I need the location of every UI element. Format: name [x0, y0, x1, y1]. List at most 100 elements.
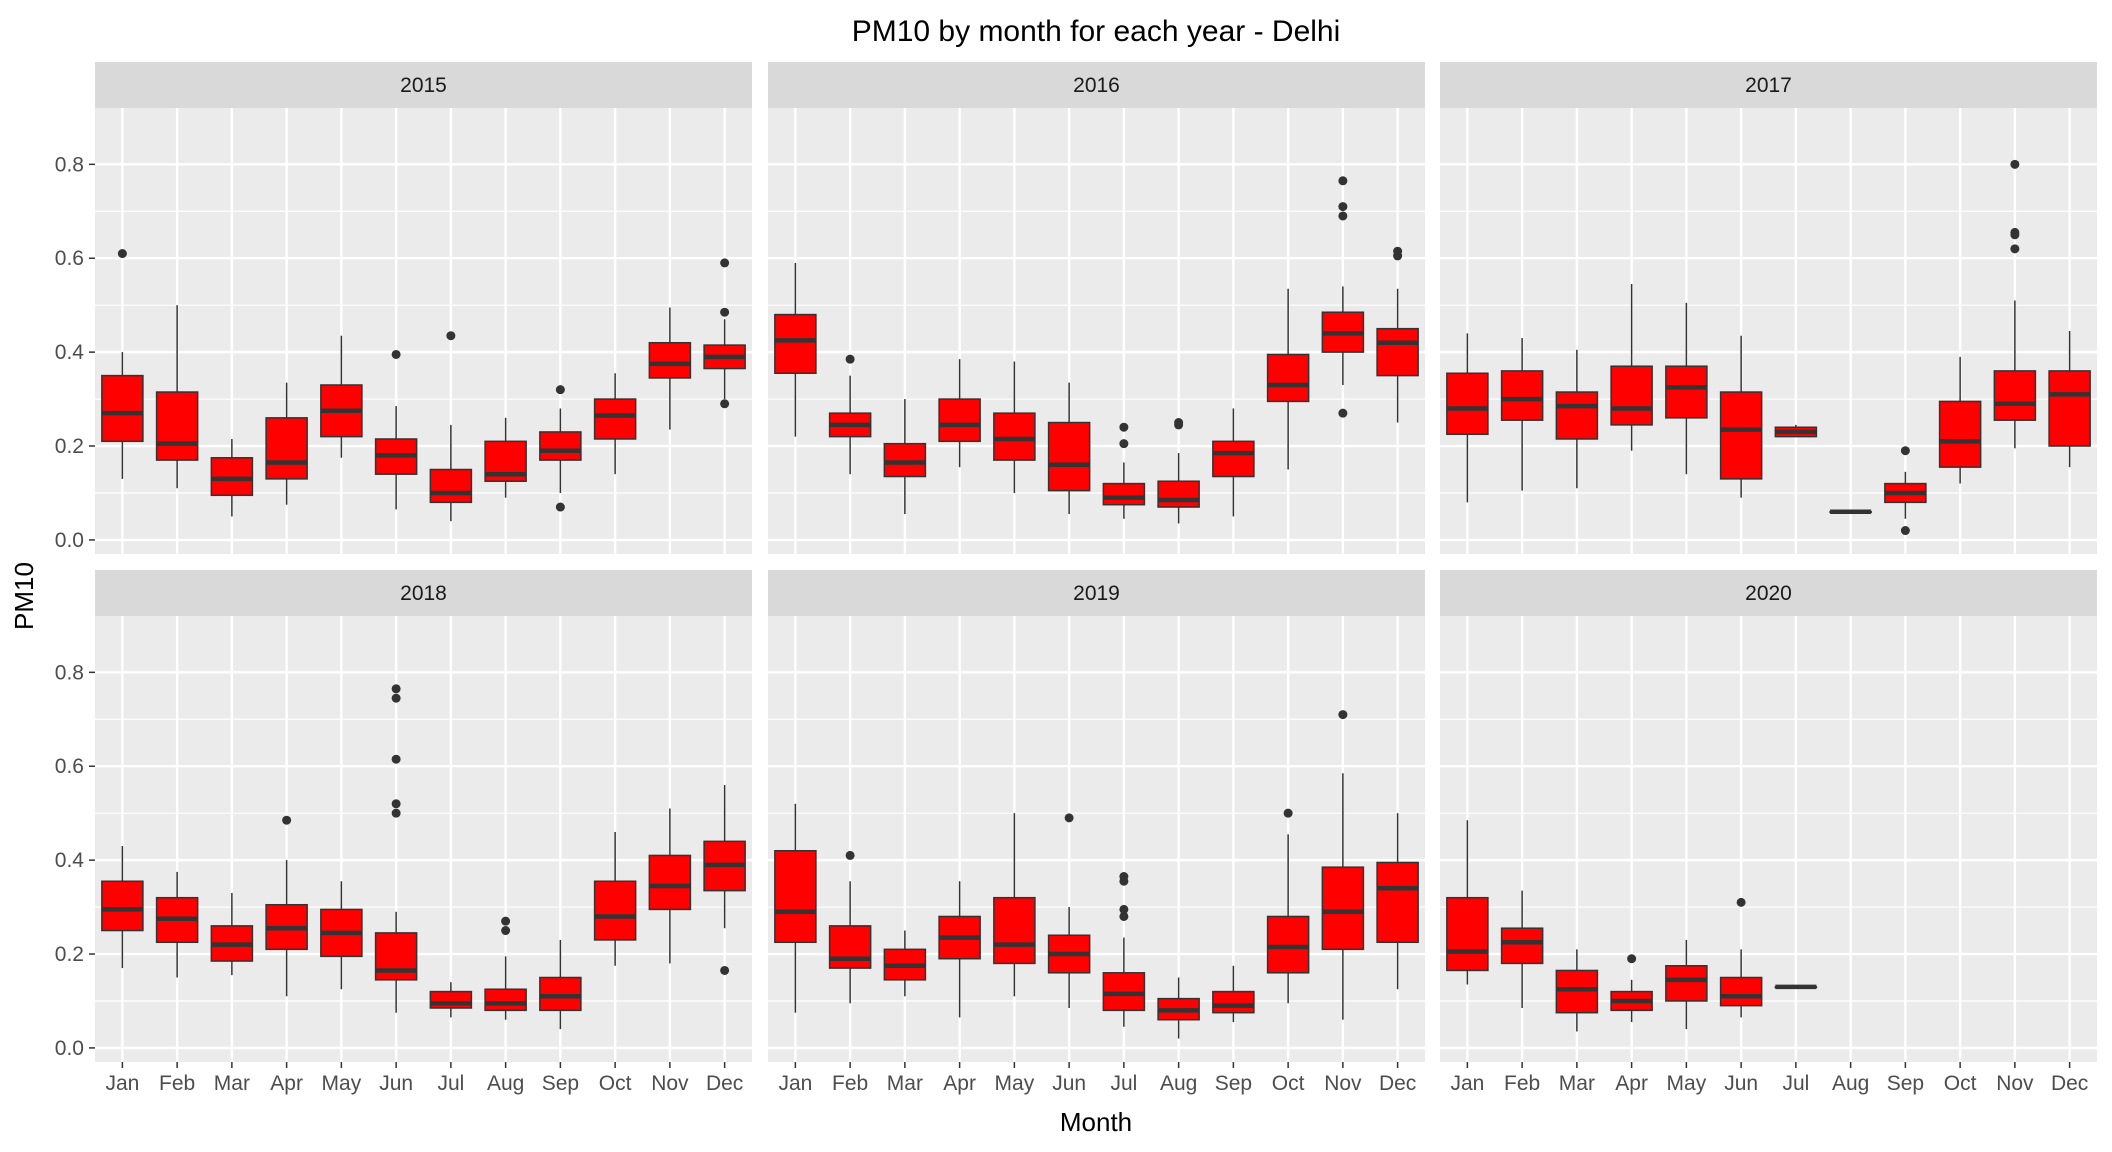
box-oct	[1266, 288, 1310, 470]
outlier-point	[1900, 526, 1910, 536]
facet-strip	[1440, 570, 2097, 616]
x-tick-label: Oct	[1272, 1072, 1305, 1095]
box-may	[320, 335, 363, 458]
outlier-point	[2010, 159, 2020, 169]
panel-background	[768, 108, 1425, 554]
box-mar	[1555, 949, 1599, 1032]
box-body	[265, 417, 308, 480]
facet-strip	[768, 570, 1425, 616]
box-mar	[1555, 349, 1599, 489]
x-tick-label: Oct	[1944, 1072, 1977, 1095]
box-body	[1938, 400, 1982, 468]
box-body	[774, 849, 817, 944]
box-dec	[703, 785, 746, 975]
box-body	[774, 313, 817, 375]
box-body	[1212, 440, 1255, 478]
box-oct	[593, 373, 637, 475]
x-tick-label: Jul	[437, 1072, 464, 1095]
box-body	[2048, 370, 2091, 447]
y-tick-label: 0.6	[55, 755, 84, 778]
box-jul	[429, 331, 473, 522]
x-tick-label: Sep	[1215, 1072, 1252, 1095]
box-aug	[1829, 509, 1872, 514]
box-apr	[938, 359, 981, 468]
box-jan	[101, 846, 144, 969]
box-jun	[1047, 813, 1091, 1009]
box-jun	[374, 684, 418, 1013]
facet-panels: 2015 0.0 0.2 0.4 0.6 0.8 2016 2017 2018 0.0 0.2 0.4…	[55, 62, 2097, 1095]
box-apr	[938, 881, 981, 1018]
box-jul	[429, 982, 473, 1018]
outlier-point	[391, 684, 401, 694]
box-oct	[1266, 808, 1310, 1004]
x-tick-label: Oct	[599, 1072, 632, 1095]
box-body	[1102, 482, 1146, 506]
box-sep	[1212, 965, 1255, 1023]
facet-strip-label: 2015	[400, 74, 447, 97]
box-jun	[1719, 897, 1763, 1018]
box-jun	[374, 349, 418, 510]
box-jan	[101, 249, 144, 479]
x-tick-label: Aug	[1160, 1072, 1197, 1095]
box-jan	[774, 803, 817, 1013]
box-body	[1719, 976, 1763, 1007]
x-tick-label: Dec	[1379, 1072, 1416, 1095]
box-body	[938, 398, 981, 443]
y-tick-label: 0.4	[55, 849, 85, 872]
outlier-point	[1119, 872, 1129, 882]
box-body	[883, 442, 927, 478]
box-oct	[1938, 356, 1982, 484]
x-tick-label: Feb	[159, 1072, 195, 1095]
outlier-point	[1119, 439, 1129, 449]
box-jul	[1774, 984, 1818, 990]
x-tick-label: Mar	[887, 1072, 923, 1095]
box-body	[993, 412, 1036, 461]
outlier-point	[1119, 422, 1129, 432]
outlier-point	[391, 754, 401, 764]
box-apr	[1610, 284, 1653, 451]
facet-panel-2019: 2019 Jan Feb Mar Apr May Jun Jul Aug Sep Oct Nov Dec	[768, 570, 1425, 1095]
outlier-point	[555, 502, 565, 512]
facet-strip	[95, 62, 752, 108]
box-feb	[155, 305, 199, 489]
box-sep	[539, 385, 582, 512]
box-oct	[593, 831, 637, 966]
box-feb	[1500, 338, 1544, 491]
box-body	[1555, 391, 1599, 440]
box-mar	[883, 930, 927, 997]
box-dec	[2048, 331, 2091, 468]
box-aug	[484, 417, 527, 498]
x-tick-label: Jun	[379, 1072, 413, 1095]
panel-background	[1440, 616, 2097, 1062]
outlier-point	[282, 815, 292, 825]
box-body	[155, 391, 199, 461]
x-tick-label: Sep	[542, 1072, 579, 1095]
x-tick-label: Feb	[832, 1072, 868, 1095]
x-tick-label: Mar	[1559, 1072, 1595, 1095]
y-tick-label: 0.4	[55, 341, 85, 364]
facet-strip-label: 2019	[1073, 582, 1120, 605]
box-aug	[1157, 418, 1200, 524]
box-nov	[1321, 176, 1365, 418]
x-tick-label: Jan	[778, 1072, 812, 1095]
box-may	[993, 813, 1036, 997]
box-mar	[210, 438, 254, 517]
box-jun	[1719, 335, 1763, 498]
box-body	[1266, 915, 1310, 974]
x-tick-label: Jul	[1782, 1072, 1809, 1095]
panel-background	[1440, 108, 2097, 554]
y-tick-label: 0.0	[55, 1037, 84, 1060]
panel-background	[95, 616, 752, 1062]
x-tick-label: Dec	[2051, 1072, 2088, 1095]
box-body	[1993, 370, 2037, 421]
outlier-point	[117, 249, 127, 259]
box-body	[1321, 866, 1365, 951]
outlier-point	[1338, 211, 1348, 221]
box-may	[1665, 939, 1708, 1030]
box-body	[1446, 896, 1489, 972]
box-body	[648, 341, 692, 379]
box-apr	[1610, 954, 1653, 1023]
facet-strip	[95, 570, 752, 616]
box-body	[101, 374, 144, 443]
outlier-point	[1338, 202, 1348, 212]
